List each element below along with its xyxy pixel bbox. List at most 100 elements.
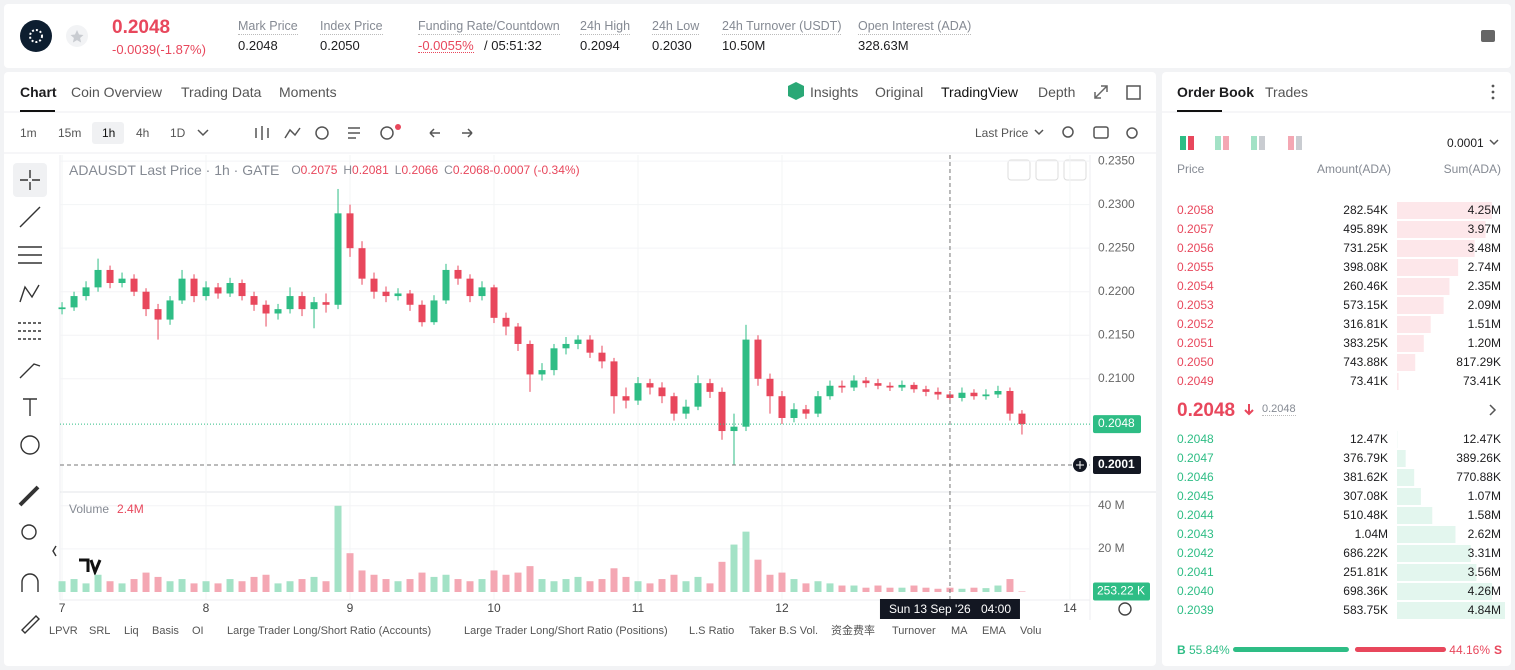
reset-button[interactable] xyxy=(1063,159,1087,181)
emoji-tool[interactable] xyxy=(20,435,40,455)
undo-icon[interactable] xyxy=(429,128,440,138)
book-price[interactable]: 0.2043 xyxy=(1177,527,1214,541)
chart-tab[interactable]: Moments xyxy=(279,84,337,100)
text-tool[interactable] xyxy=(23,398,37,416)
interval[interactable]: 4h xyxy=(136,126,150,140)
book-price[interactable]: 0.2051 xyxy=(1177,336,1214,350)
collapse[interactable] xyxy=(52,545,57,557)
chart-tab[interactable]: Coin Overview xyxy=(71,84,163,100)
book-price[interactable]: 0.2054 xyxy=(1177,279,1214,293)
more-icon[interactable] xyxy=(1491,84,1495,100)
book-price[interactable]: 0.2048 xyxy=(1177,432,1214,446)
book-view-icon[interactable] xyxy=(1180,136,1186,150)
indicator-tab[interactable]: 资金费率 xyxy=(831,625,875,637)
menu-icon[interactable] xyxy=(1481,30,1495,42)
pattern-tool[interactable] xyxy=(19,284,40,303)
add-icon[interactable] xyxy=(380,126,394,140)
book-price[interactable]: 0.2058 xyxy=(1177,203,1214,217)
precision[interactable]: 0.0001 xyxy=(1447,136,1484,150)
indicator-tab[interactable]: Large Trader Long/Short Ratio (Accounts) xyxy=(227,625,432,637)
indicator-tab[interactable]: SRL xyxy=(89,625,111,637)
book-view-icon[interactable] xyxy=(1223,136,1229,150)
expand-icon[interactable] xyxy=(1094,85,1108,99)
book-price[interactable]: 0.2047 xyxy=(1177,451,1214,465)
dropdown[interactable] xyxy=(1034,129,1044,136)
chart-tab[interactable]: Trading Data xyxy=(181,84,262,100)
book-price[interactable]: 0.2044 xyxy=(1177,508,1214,522)
template-icon[interactable] xyxy=(348,127,360,139)
camera-icon[interactable] xyxy=(1093,126,1109,139)
crosshair-tool[interactable] xyxy=(20,170,40,190)
book-view-icon[interactable] xyxy=(1288,136,1294,150)
book-view-icon[interactable] xyxy=(1215,136,1221,150)
interval[interactable]: 1h xyxy=(102,126,116,140)
view-tab[interactable]: Depth xyxy=(1038,84,1076,100)
redo-icon[interactable] xyxy=(462,128,473,138)
indicator-tab[interactable]: Liq xyxy=(124,625,139,637)
brush-tool[interactable] xyxy=(19,363,41,379)
dropdown[interactable] xyxy=(1489,139,1499,146)
indicator-tab[interactable]: Taker B.S Vol. xyxy=(749,625,819,637)
indicator-tab[interactable]: Large Trader Long/Short Ratio (Positions… xyxy=(464,625,668,637)
indicator-tab[interactable]: EMA xyxy=(982,625,1006,637)
settings-icon[interactable] xyxy=(1126,127,1138,139)
book-price[interactable]: 0.2041 xyxy=(1177,565,1214,579)
book-price[interactable]: 0.2053 xyxy=(1177,298,1214,312)
zoom-tool[interactable] xyxy=(21,524,37,540)
indicator-tab[interactable]: OI xyxy=(192,625,204,637)
interval[interactable]: 1D xyxy=(170,126,186,140)
candle-icon[interactable] xyxy=(255,126,269,140)
search-icon[interactable] xyxy=(1062,126,1074,138)
indicator-tab[interactable]: Basis xyxy=(152,625,179,637)
indicator-tab[interactable]: MA xyxy=(951,625,968,637)
book-view-icon[interactable] xyxy=(1259,136,1265,150)
ruler-tool[interactable] xyxy=(18,485,40,507)
tool-active[interactable] xyxy=(13,163,47,197)
book-view-icon[interactable] xyxy=(1296,136,1302,150)
book-price[interactable]: 0.2046 xyxy=(1177,470,1214,484)
book-price[interactable]: 0.2049 xyxy=(1177,374,1214,388)
price-source[interactable]: Last Price xyxy=(975,126,1029,140)
magnet-tool[interactable] xyxy=(21,573,39,592)
book-price[interactable]: 0.2052 xyxy=(1177,317,1214,331)
indicator-tab[interactable]: Volu xyxy=(1020,625,1042,637)
book-sum: 1.20M xyxy=(1467,336,1501,350)
channel-tool[interactable] xyxy=(18,246,42,264)
replay-icon[interactable] xyxy=(315,126,329,140)
interval[interactable]: 15m xyxy=(58,126,82,140)
chevron[interactable] xyxy=(1489,404,1497,416)
book-tab[interactable]: Order Book xyxy=(1177,84,1255,100)
fib-tool[interactable] xyxy=(18,322,42,340)
candle-body xyxy=(562,343,570,349)
collapse-button[interactable] xyxy=(1035,159,1059,181)
legend-key: L xyxy=(395,163,402,177)
scroll-button[interactable] xyxy=(1007,159,1031,181)
book-price[interactable]: 0.2040 xyxy=(1177,584,1214,598)
view-tab[interactable]: Insights xyxy=(810,84,859,100)
book-price[interactable]: 0.2039 xyxy=(1177,603,1214,617)
chart-tab[interactable]: Chart xyxy=(20,84,57,100)
dropdown[interactable] xyxy=(197,129,209,137)
pencil-tool[interactable] xyxy=(21,615,40,634)
indicator-tab[interactable]: L.S Ratio xyxy=(689,625,735,637)
book-price[interactable]: 0.2056 xyxy=(1177,241,1214,255)
book-price[interactable]: 0.2050 xyxy=(1177,355,1214,369)
book-price[interactable]: 0.2045 xyxy=(1177,489,1214,503)
book-price[interactable]: 0.2042 xyxy=(1177,546,1214,560)
interval[interactable]: 1m xyxy=(20,126,37,140)
settings-icon[interactable] xyxy=(1118,602,1132,616)
indicator-tab[interactable]: Turnover xyxy=(892,625,936,637)
book-view-icon[interactable] xyxy=(1251,136,1257,150)
line-tool[interactable] xyxy=(19,206,41,228)
candle-body xyxy=(862,380,870,384)
book-price[interactable]: 0.2055 xyxy=(1177,260,1214,274)
book-price[interactable]: 0.2057 xyxy=(1177,222,1214,236)
view-tab[interactable]: Original xyxy=(875,84,924,100)
indicator-tab[interactable]: LPVR xyxy=(49,625,78,637)
view-tab[interactable]: TradingView xyxy=(941,84,1019,100)
book-tab[interactable]: Trades xyxy=(1265,84,1309,100)
window-icon[interactable] xyxy=(1126,85,1141,100)
book-view-icon[interactable] xyxy=(1188,136,1194,150)
indicator-icon[interactable] xyxy=(284,127,301,139)
